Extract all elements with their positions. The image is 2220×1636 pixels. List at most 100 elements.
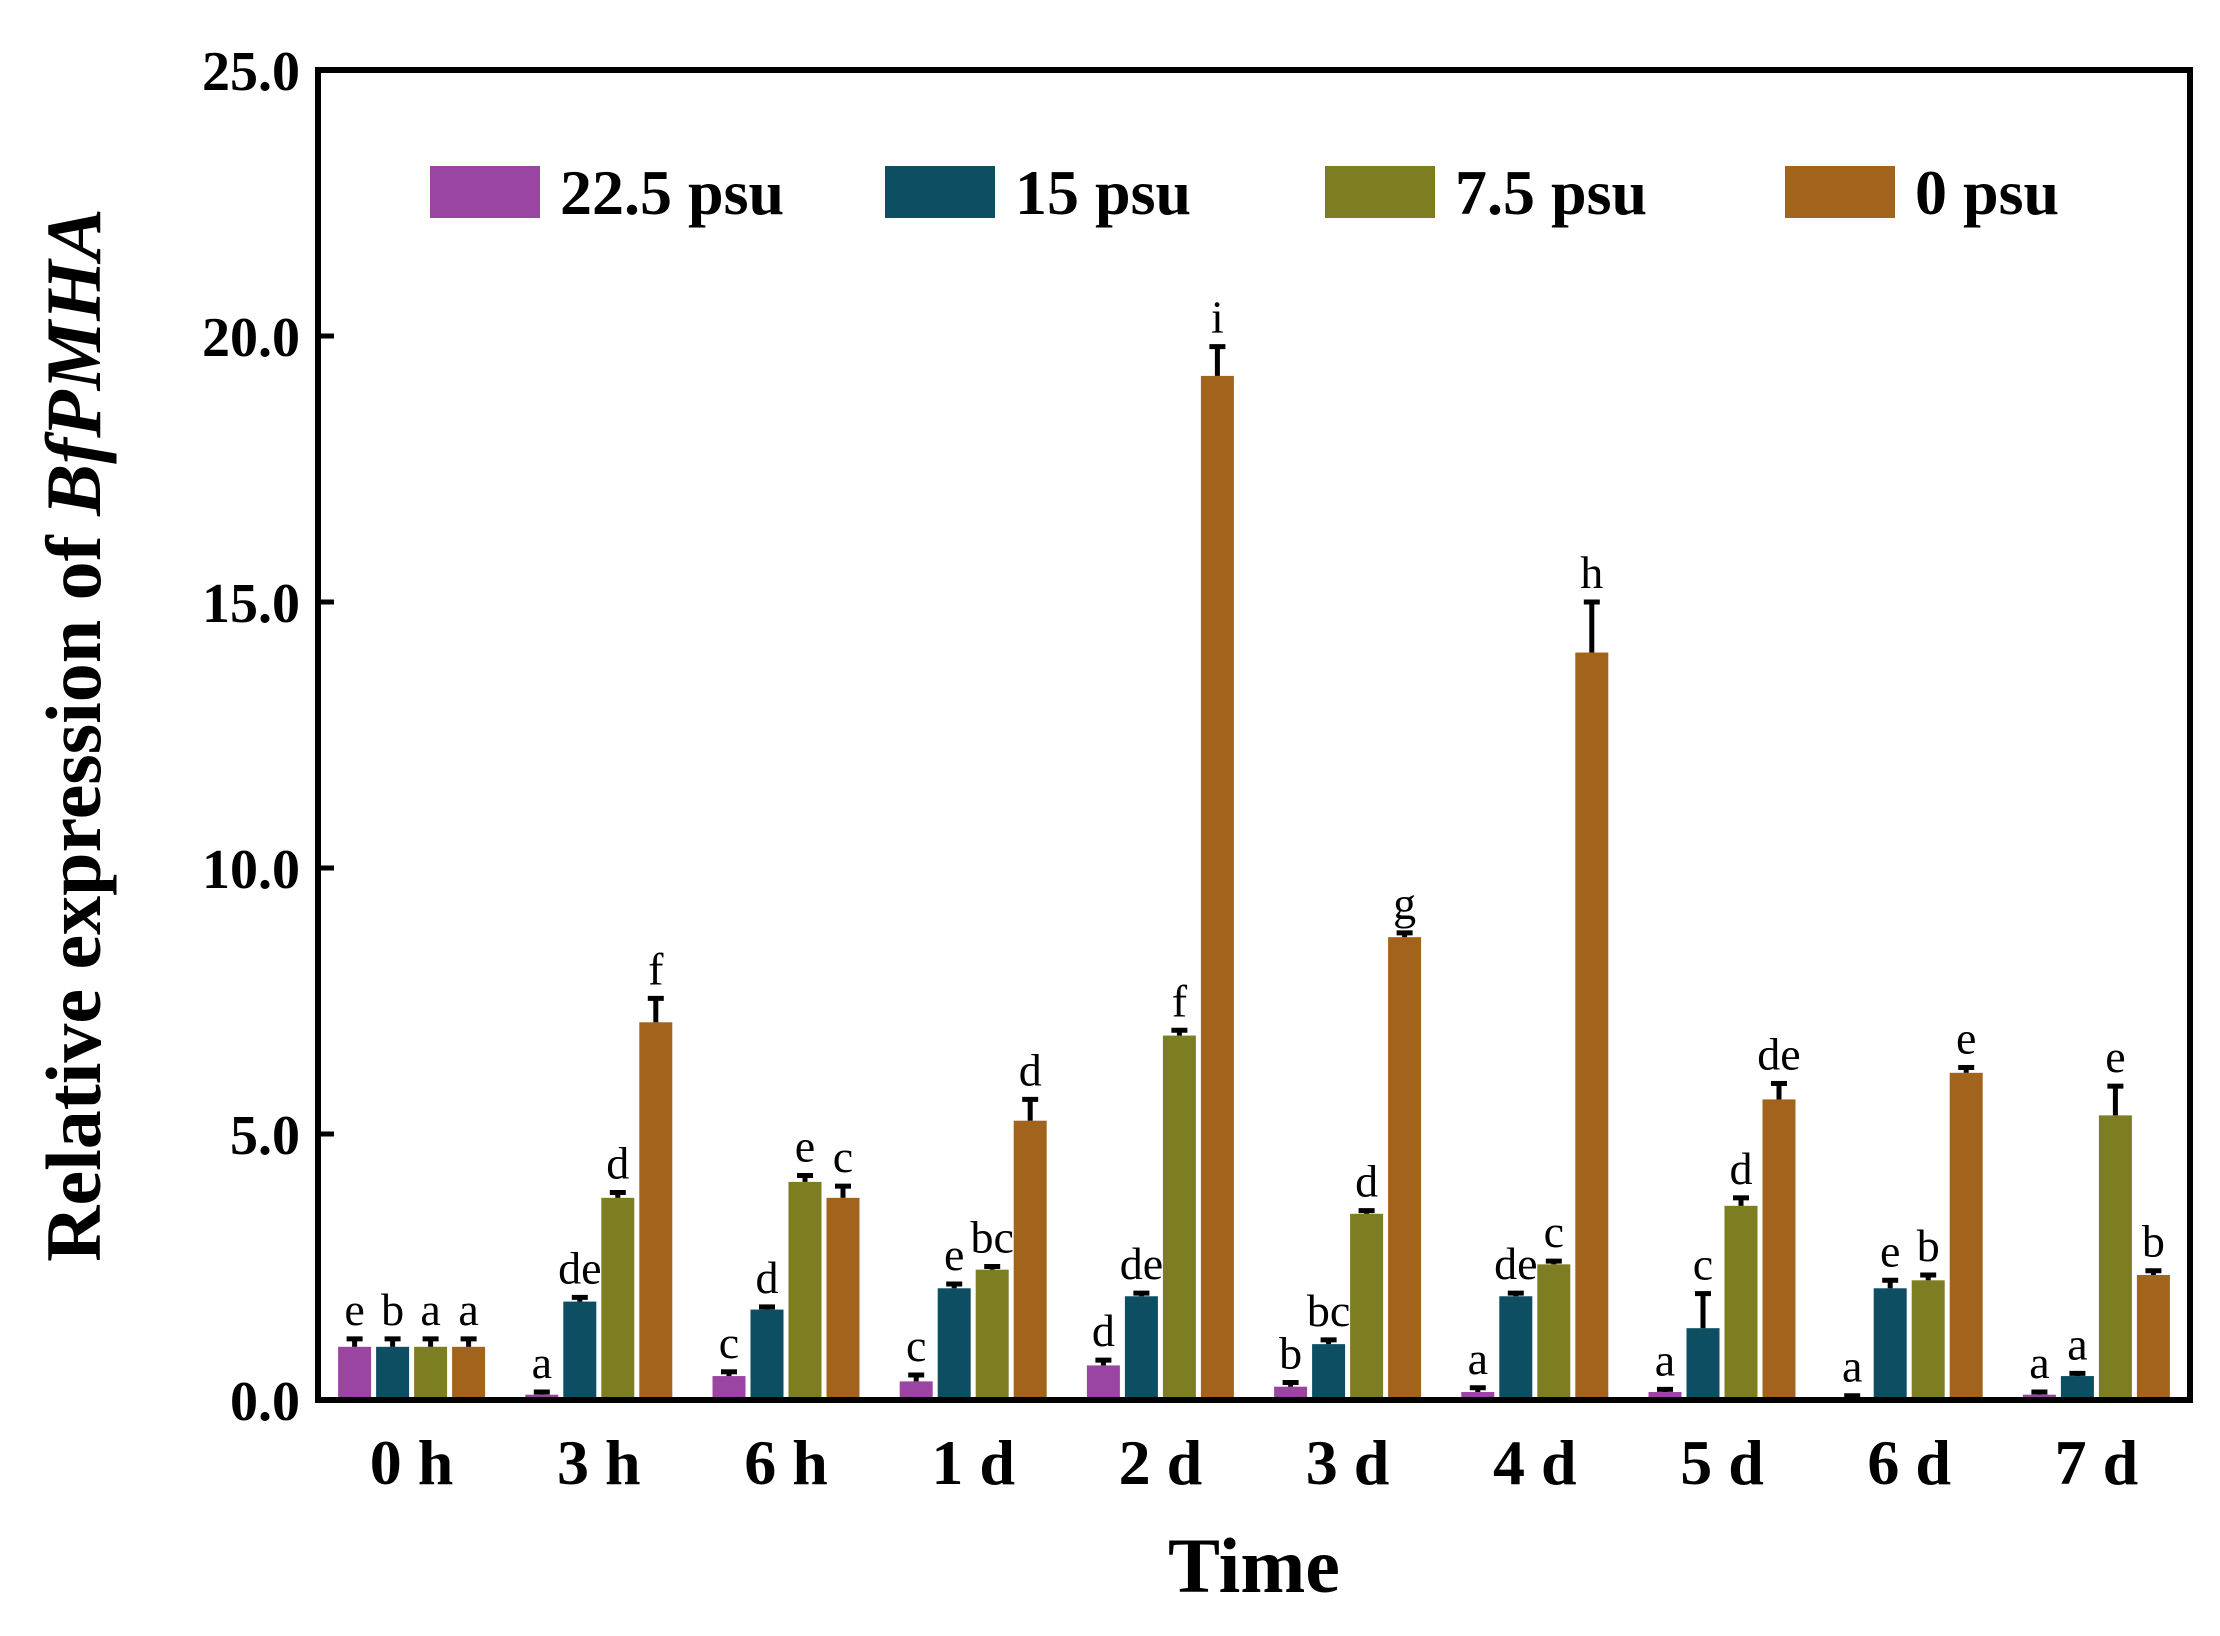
significance-letter: a (532, 1337, 552, 1388)
bar (1461, 1392, 1495, 1400)
bar (788, 1181, 822, 1400)
y-axis-title-prefix: Relative expression of (30, 516, 117, 1262)
bar (2098, 1115, 2132, 1400)
bar (975, 1269, 1009, 1400)
bar (1762, 1099, 1796, 1400)
x-tick-label: 3 h (557, 1427, 641, 1498)
significance-letter: a (2067, 1318, 2087, 1369)
significance-letter: a (1655, 1334, 1675, 1385)
x-tick-label: 0 h (370, 1427, 454, 1498)
bar (1575, 652, 1609, 1400)
significance-letter: f (1172, 975, 1188, 1026)
bar (1086, 1365, 1120, 1400)
bar (601, 1197, 635, 1400)
legend-label: 22.5 psu (560, 157, 784, 228)
significance-letter: a (1468, 1333, 1488, 1384)
significance-letter: de (1757, 1028, 1800, 1079)
error-bars-layer (346, 344, 2162, 1399)
bar (1274, 1386, 1308, 1400)
significance-letter: b (1279, 1327, 1302, 1378)
significance-letter: e (944, 1229, 964, 1280)
bar (338, 1346, 372, 1400)
significance-letter: b (381, 1284, 404, 1335)
bar (376, 1346, 410, 1400)
significance-letter: b (1917, 1220, 1940, 1271)
legend-swatch (430, 166, 540, 218)
significance-letter: b (2142, 1216, 2165, 1267)
bar (1013, 1120, 1047, 1400)
significance-letter: e (1880, 1225, 1900, 1276)
bar (1499, 1296, 1533, 1400)
significance-letter: d (1730, 1143, 1753, 1194)
significance-letter: d (1092, 1305, 1115, 1356)
significance-letter: e (2105, 1031, 2125, 1082)
x-tick-label: 7 d (2055, 1427, 2139, 1498)
bar (899, 1381, 933, 1400)
bar (1648, 1392, 1682, 1400)
legend-swatch (1325, 166, 1435, 218)
legend-swatch (1785, 166, 1895, 218)
significance-letter: a (1842, 1341, 1862, 1392)
significance-letter: d (606, 1138, 629, 1189)
y-tick-label: 20.0 (202, 307, 300, 369)
significance-letter: e (1956, 1013, 1976, 1064)
bar (750, 1309, 784, 1400)
significance-letter: c (906, 1320, 926, 1371)
bar (563, 1301, 597, 1400)
significance-letter: a (2029, 1337, 2049, 1388)
significance-letter: c (833, 1131, 853, 1182)
y-tick-label: 25.0 (202, 41, 300, 103)
bar (1949, 1072, 1983, 1400)
x-axis-title: Time (1168, 1522, 1340, 1609)
bar (826, 1197, 860, 1400)
bar (1686, 1328, 1720, 1400)
significance-letter: c (1544, 1206, 1564, 1257)
significance-letter: d (1019, 1044, 1042, 1095)
significance-letter: d (756, 1252, 779, 1303)
significance-letter: c (719, 1317, 739, 1368)
bar (1724, 1205, 1758, 1400)
bar (1537, 1264, 1571, 1400)
significance-letter: f (648, 943, 664, 994)
x-axis: 0 h 3 h 6 h 1 d 2 d 3 d 4 d 5 d 6 d 7 d (370, 1427, 2138, 1498)
plot-frame (315, 67, 2193, 1403)
y-tick-label: 5.0 (230, 1105, 300, 1167)
y-axis: 0.0 5.0 10.0 15.0 20.0 25.0 (202, 41, 334, 1433)
significance-letter: de (1494, 1238, 1537, 1289)
significance-letter: i (1211, 292, 1224, 343)
bar (452, 1346, 486, 1400)
bar (1911, 1280, 1945, 1400)
bar (414, 1346, 448, 1400)
significance-letter: e (344, 1284, 364, 1335)
legend-label: 15 psu (1015, 157, 1191, 228)
bar (2060, 1376, 2094, 1400)
bar (639, 1022, 673, 1400)
significance-letter: h (1580, 547, 1603, 598)
significance-letter: a (420, 1284, 440, 1335)
y-axis-title: Relative expression of BfPMHA (30, 208, 117, 1262)
x-tick-label: 6 h (744, 1427, 828, 1498)
x-tick-label: 3 d (1306, 1427, 1390, 1498)
legend-label: 7.5 psu (1455, 157, 1647, 228)
x-tick-label: 5 d (1680, 1427, 1764, 1498)
significance-letter: bc (1307, 1285, 1350, 1336)
significance-letter: de (558, 1242, 601, 1293)
x-tick-label: 2 d (1119, 1427, 1203, 1498)
legend-swatch (885, 166, 995, 218)
x-tick-label: 1 d (931, 1427, 1015, 1498)
bars-layer (338, 375, 2170, 1400)
bar (1124, 1296, 1158, 1400)
y-axis-title-gene: BfPMHA (30, 208, 117, 517)
significance-letter: bc (970, 1211, 1013, 1262)
y-tick-label: 10.0 (202, 839, 300, 901)
significance-letter: a (458, 1284, 478, 1335)
y-tick-label: 0.0 (230, 1371, 300, 1433)
y-tick-label: 15.0 (202, 573, 300, 635)
x-tick-label: 6 d (1867, 1427, 1951, 1498)
bar (1162, 1035, 1196, 1400)
significance-letter: de (1120, 1238, 1163, 1289)
significance-letter: d (1355, 1156, 1378, 1207)
